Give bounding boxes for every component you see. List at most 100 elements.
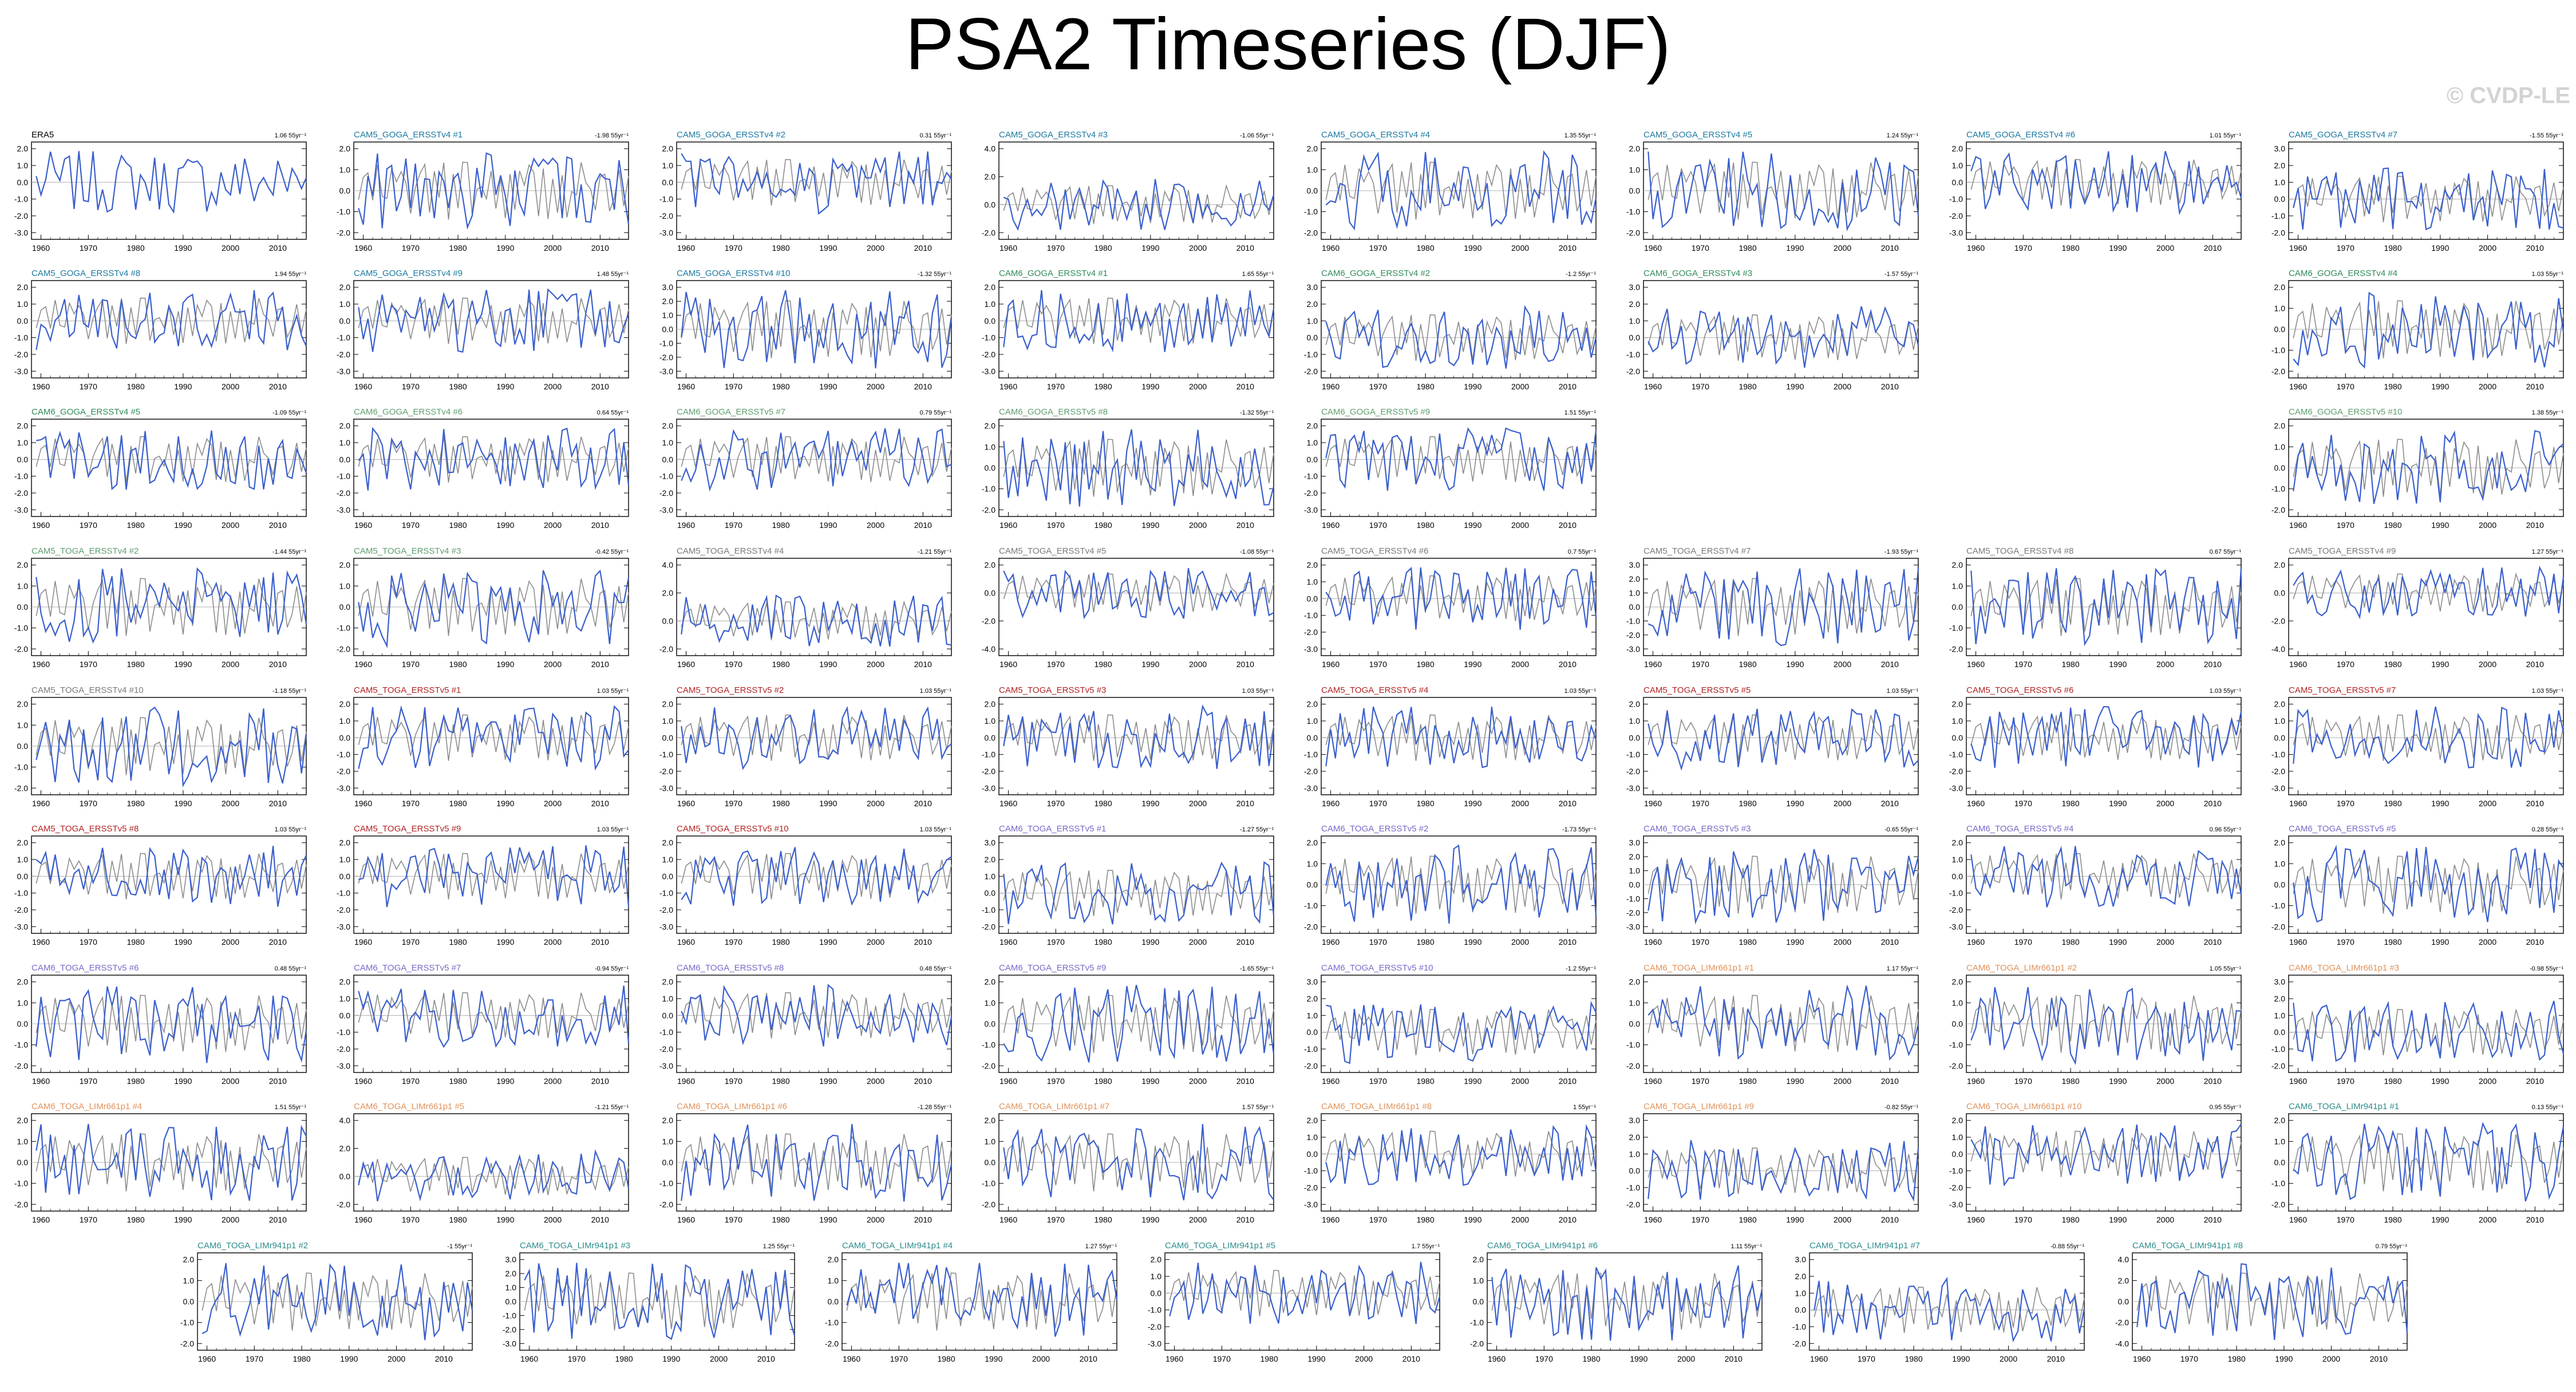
x-tick-label: 1990 <box>985 1354 1002 1363</box>
y-tick-label: -2.0 <box>1304 228 1318 237</box>
x-tick-label: 1970 <box>402 1215 420 1224</box>
timeseries-panel: CAM5_GOGA_ERSSTv4 #9 1.48 55yr⁻¹ 2.0 1.0 0.0… <box>337 269 630 391</box>
x-tick-label: 1990 <box>819 937 837 947</box>
y-tick-label: 2.0 <box>17 283 29 292</box>
panel-trend: -1.55 55yr⁻¹ <box>2530 132 2563 139</box>
panel-frame <box>1321 975 1597 1073</box>
timeseries-panel: CAM6_TOGA_LIMr661p1 #3 -0.98 55yr⁻¹ 3.0 2.0… <box>2271 963 2565 1086</box>
page-title: PSA2 Timeseries (DJF) <box>905 3 1671 85</box>
y-tick-label: 0.0 <box>17 1158 29 1167</box>
x-tick-label: 1980 <box>1739 799 1756 808</box>
y-tick-label: -1.0 <box>14 624 28 633</box>
panel-label: CAM6_GOGA_ERSSTv5 #10 <box>2289 407 2402 417</box>
x-tick-label: 1990 <box>2109 1076 2127 1086</box>
y-tick-label: 1.0 <box>339 165 351 174</box>
x-tick-label: 1980 <box>2061 1215 2079 1224</box>
x-tick-label: 1990 <box>819 660 837 669</box>
y-tick-label: 0.0 <box>17 602 29 612</box>
timeseries-panel: CAM6_TOGA_LIMr941p1 #5 1.7 55yr⁻¹ 2.0 1.0 0.… <box>1148 1241 1441 1363</box>
x-tick-label: 1970 <box>1692 243 1709 253</box>
y-tick-label: 3.0 <box>1629 1116 1641 1125</box>
y-tick-label: 0.0 <box>339 733 351 742</box>
y-tick-label: 1.0 <box>2274 442 2286 451</box>
panel-label: CAM6_GOGA_ERSSTv5 #9 <box>1321 407 1430 417</box>
series-line <box>358 1149 630 1202</box>
x-tick-label: 1970 <box>2014 937 2032 947</box>
x-tick-label: 1980 <box>1094 799 1112 808</box>
panel-trend: 0.95 55yr⁻¹ <box>2210 1104 2242 1111</box>
x-tick-label: 1970 <box>725 520 742 530</box>
y-tick-label: 1.0 <box>17 855 29 864</box>
x-tick-label: 1980 <box>1739 660 1756 669</box>
y-tick-label: -2.0 <box>659 767 673 776</box>
x-tick-label: 2000 <box>1834 1215 1851 1224</box>
series-line <box>1325 566 1597 630</box>
series-line <box>1647 708 1919 771</box>
y-tick-label: 2.0 <box>1629 144 1641 153</box>
panel-label: CAM6_TOGA_ERSSTv5 #5 <box>2289 824 2396 834</box>
y-tick-label: -3.0 <box>1626 922 1640 931</box>
y-tick-label: 1.0 <box>1307 165 1318 174</box>
y-tick-label: 0.0 <box>662 872 674 881</box>
y-tick-label: -1.0 <box>2271 484 2285 494</box>
y-tick-label: 0.0 <box>662 1158 674 1167</box>
y-tick-label: -2.0 <box>659 353 673 362</box>
y-tick-label: -3.0 <box>1304 505 1318 514</box>
x-tick-label: 1970 <box>1369 382 1387 391</box>
y-tick-label: -1.0 <box>1792 1322 1806 1331</box>
y-tick-label: 0.0 <box>1629 1019 1641 1028</box>
x-tick-label: 1960 <box>677 243 695 253</box>
x-tick-label: 2000 <box>222 1215 239 1224</box>
panel-trend: 1.03 55yr⁻¹ <box>920 688 952 695</box>
x-tick-label: 1990 <box>1141 1076 1159 1086</box>
panel-trend: -1.27 55yr⁻¹ <box>1240 826 1274 833</box>
series-line <box>1325 427 1597 491</box>
y-tick-label: 1.0 <box>17 998 29 1007</box>
x-tick-label: 2010 <box>1236 1215 1254 1224</box>
y-tick-label: 2.0 <box>1307 700 1318 709</box>
x-tick-label: 1980 <box>2061 937 2079 947</box>
x-tick-label: 2010 <box>1725 1354 1743 1363</box>
panel-frame <box>353 975 629 1073</box>
y-tick-label: -1.0 <box>982 750 995 759</box>
panel-label: CAM5_TOGA_ERSSTv5 #2 <box>677 685 784 695</box>
y-tick-label: 1.0 <box>17 581 29 590</box>
panel-label: CAM5_TOGA_ERSSTv4 #4 <box>677 546 784 556</box>
y-tick-label: -2.0 <box>14 211 28 220</box>
y-tick-label: 2.0 <box>662 297 674 306</box>
x-tick-label: 2000 <box>867 1076 884 1086</box>
x-tick-label: 2010 <box>2526 243 2544 253</box>
y-tick-label: -2.0 <box>337 905 350 914</box>
x-tick-label: 2010 <box>1236 660 1254 669</box>
y-tick-label: -1.0 <box>2271 211 2285 220</box>
panel-trend: -0.94 55yr⁻¹ <box>595 965 629 972</box>
y-tick-label: 1.0 <box>1629 165 1641 174</box>
panel-label: CAM5_TOGA_ERSSTv5 #9 <box>354 824 461 834</box>
x-tick-label: 1980 <box>1094 937 1112 947</box>
y-tick-label: 0.0 <box>1952 1149 1963 1158</box>
y-tick-label: 2.0 <box>985 977 996 987</box>
y-tick-label: -1.0 <box>1148 1306 1161 1315</box>
timeseries-panel: CAM6_GOGA_ERSSTv4 #1 1.65 55yr⁻¹ 2.0 1.0 0.0… <box>982 269 1275 391</box>
x-tick-label: 1980 <box>2384 937 2401 947</box>
panel-trend: -1.98 55yr⁻¹ <box>595 132 629 139</box>
panel-label: CAM5_TOGA_ERSSTv4 #6 <box>1321 546 1428 556</box>
obs-overlay-line <box>1003 572 1274 613</box>
y-tick-label: -1.0 <box>1626 350 1640 359</box>
series-line <box>681 1123 953 1202</box>
series-line <box>2136 1263 2408 1340</box>
x-tick-label: 1960 <box>1967 937 1985 947</box>
series-line <box>35 567 307 644</box>
y-tick-label: 2.0 <box>985 855 996 864</box>
x-tick-label: 1990 <box>174 799 192 808</box>
timeseries-panel: CAM6_TOGA_LIMr941p1 #7 -0.88 55yr⁻¹ 3.0 2.0… <box>1792 1241 2085 1363</box>
x-tick-label: 1990 <box>819 382 837 391</box>
y-tick-label: -3.0 <box>337 505 350 514</box>
obs-overlay-line <box>358 992 629 1039</box>
x-tick-label: 1970 <box>1692 1215 1709 1224</box>
y-tick-label: -1.0 <box>1304 901 1318 910</box>
obs-overlay-line <box>35 436 307 483</box>
y-tick-label: 0.0 <box>1629 733 1641 742</box>
y-tick-label: -1.0 <box>1304 1044 1318 1054</box>
